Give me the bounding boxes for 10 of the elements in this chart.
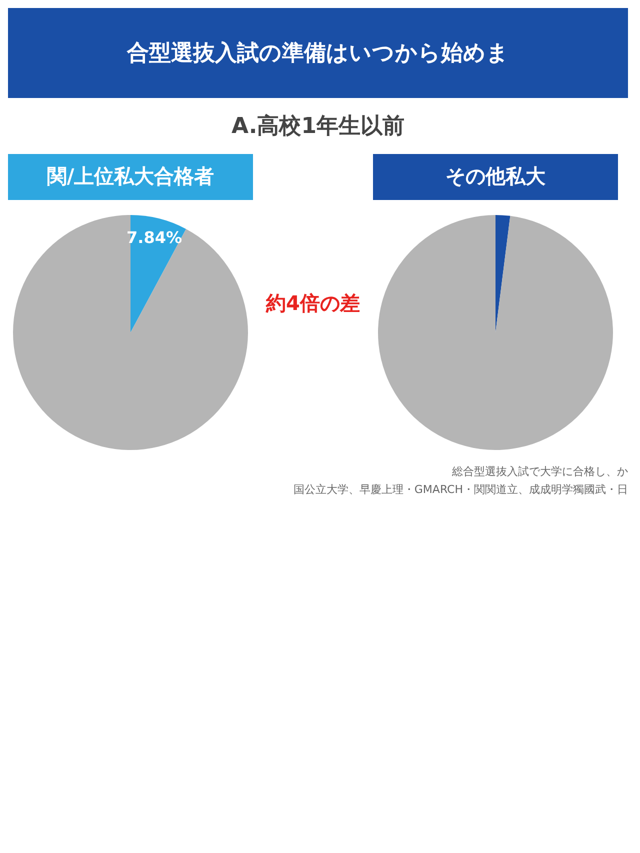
pie-slice: [496, 215, 510, 332]
text: 合型選抜入試の準備はいつから始めま: [126, 41, 509, 66]
pie-slice: [13, 215, 248, 450]
chart-title: その他私大: [446, 164, 546, 188]
text: 国公立大学、早慶上理・GMARCH・関関道立、成成明学獨國武・日: [293, 483, 628, 496]
text: 総合型選抜入試で大学に合格し、か: [451, 465, 628, 478]
text: 約4倍の差: [265, 291, 360, 315]
text: A.高校1年生以前: [231, 113, 405, 139]
pie-slice: [378, 215, 613, 450]
chart-title: 関/上位私大合格者: [46, 164, 214, 188]
